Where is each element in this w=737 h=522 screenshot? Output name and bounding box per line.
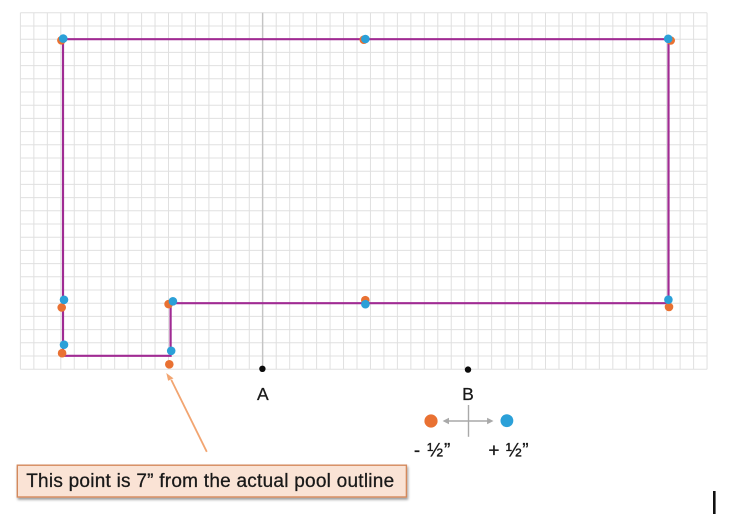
svg-text:A: A [257, 384, 269, 404]
svg-text:B: B [462, 384, 474, 404]
svg-text:+ ½”: + ½” [488, 440, 529, 461]
svg-text:This point is 7” from the actu: This point is 7” from the actual pool ou… [26, 471, 394, 492]
svg-text:- ½”: - ½” [414, 440, 451, 461]
